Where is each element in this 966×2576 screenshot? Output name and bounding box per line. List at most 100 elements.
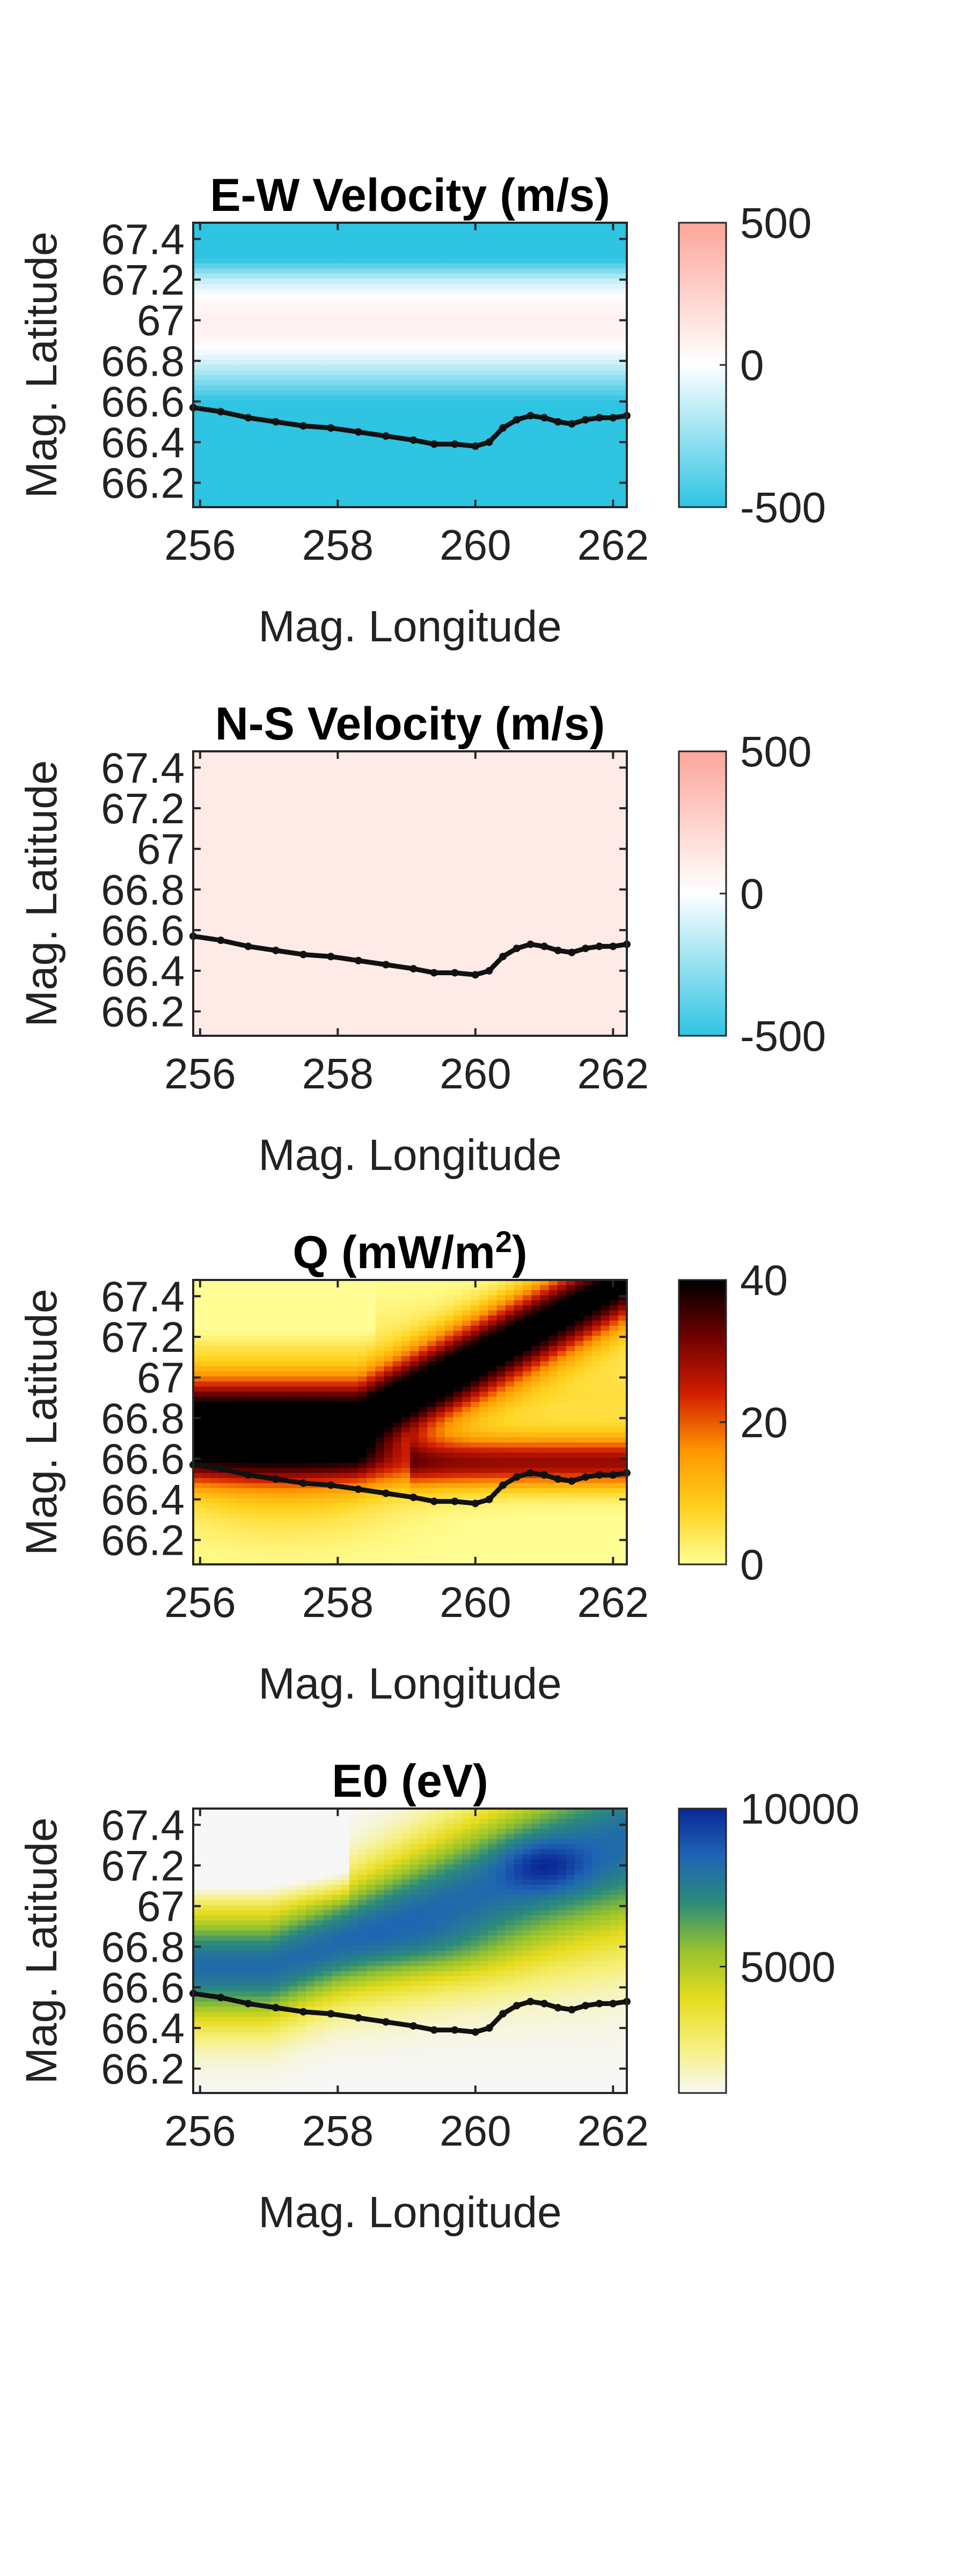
y-tick-label: 66.2 <box>101 988 185 1036</box>
x-tick-label: 262 <box>577 1578 649 1626</box>
boundary-point <box>451 2026 459 2034</box>
boundary-point <box>327 953 335 961</box>
colorbar-tick-label: 5000 <box>740 1943 836 1990</box>
boundary-point <box>568 1477 576 1485</box>
panel-3: Q (mW/m2)256 258 260 26266.266.466.666.8676… <box>17 1225 788 1708</box>
y-tick-label: 66.4 <box>101 2004 185 2052</box>
boundary-point <box>451 1497 459 1505</box>
boundary-point <box>609 414 617 422</box>
heatmap-cells <box>193 751 627 1036</box>
boundary-point <box>485 438 493 446</box>
boundary-point <box>540 414 548 422</box>
boundary-point <box>568 420 576 428</box>
boundary-point <box>354 2014 362 2022</box>
colorbar-tick-label: 20 <box>740 1399 788 1446</box>
colorbar: -500 0 500 <box>678 728 826 1060</box>
boundary-point <box>513 945 521 953</box>
colorbar-tick-label: 40 <box>740 1256 788 1304</box>
y-tick-label: 66.6 <box>101 378 185 426</box>
boundary-point <box>582 2002 589 2010</box>
y-tick-label: 66.8 <box>101 1394 185 1442</box>
x-tick-label: 256 <box>164 1050 236 1097</box>
heatmap-cells <box>193 1280 627 1565</box>
boundary-point <box>471 1499 479 1507</box>
x-tick-label: 260 <box>440 1578 511 1626</box>
x-tick-label: 262 <box>577 1050 649 1097</box>
boundary-point <box>540 1471 548 1479</box>
x-tick-label: 256 <box>164 521 236 569</box>
y-axis-label: Mag. Latitude <box>17 1289 66 1556</box>
x-tick-label: 262 <box>577 521 649 569</box>
y-tick-label: 67 <box>137 825 185 873</box>
boundary-point <box>595 942 603 950</box>
boundary-point <box>244 414 252 422</box>
y-tick-label: 67.2 <box>101 1313 185 1361</box>
boundary-point <box>382 2018 390 2026</box>
y-tick-label: 67 <box>137 1354 185 1402</box>
colorbar-tick-label: -500 <box>740 1012 826 1060</box>
colorbar-tick-label: 10000 <box>740 1785 859 1833</box>
boundary-point <box>217 936 225 945</box>
boundary-point <box>568 948 576 956</box>
x-tick-label: 258 <box>302 1050 374 1097</box>
boundary-point <box>299 422 308 430</box>
boundary-point <box>499 953 507 961</box>
boundary-point <box>595 2000 603 2008</box>
boundary-point <box>354 428 362 436</box>
boundary-point <box>595 414 603 422</box>
boundary-point <box>451 969 459 977</box>
boundary-point <box>540 942 548 950</box>
colorbar-tick-label: 500 <box>740 199 811 247</box>
boundary-point <box>272 418 280 426</box>
y-tick-label: 66.2 <box>101 2045 185 2093</box>
boundary-point <box>471 2028 479 2036</box>
y-tick-label: 66.6 <box>101 1435 185 1483</box>
boundary-point <box>217 1465 225 1473</box>
boundary-point <box>382 961 390 969</box>
y-tick-label: 67.4 <box>101 1272 185 1320</box>
boundary-point <box>217 1994 225 2002</box>
boundary-point <box>409 436 418 444</box>
plot-frame <box>192 750 628 1037</box>
y-tick-label: 67.2 <box>101 785 185 832</box>
boundary-point <box>327 1481 335 1489</box>
boundary-point <box>554 947 562 954</box>
boundary-point <box>554 418 562 426</box>
colorbar-tick-label: 500 <box>740 728 811 775</box>
boundary-point <box>327 424 335 432</box>
boundary-point <box>409 1494 418 1502</box>
boundary-point <box>526 412 535 420</box>
y-tick-label: 66.6 <box>101 1964 185 2011</box>
boundary-point <box>430 2026 438 2034</box>
boundary-point <box>513 1473 521 1481</box>
x-tick-label: 256 <box>164 1578 236 1626</box>
x-tick-label: 258 <box>302 2107 374 2155</box>
boundary-point <box>354 1485 362 1493</box>
x-tick-label: 262 <box>577 2107 649 2155</box>
heatmap-cells <box>193 223 627 508</box>
colorbar-tick-label: 0 <box>740 341 764 389</box>
boundary-point <box>485 967 493 975</box>
x-tick-label: 260 <box>440 2107 511 2155</box>
boundary-point <box>582 945 589 953</box>
boundary-point <box>499 2010 507 2018</box>
boundary-point <box>526 1469 535 1477</box>
y-axis-label: Mag. Latitude <box>17 760 66 1027</box>
panel-title: E0 (eV) <box>332 1755 488 1807</box>
boundary-point <box>382 432 390 440</box>
y-tick-label: 67.2 <box>101 1842 185 1890</box>
boundary-point <box>513 2002 521 2010</box>
boundary-point <box>526 1997 535 2006</box>
x-axis-label: Mag. Longitude <box>258 2188 561 2237</box>
x-tick-label: 256 <box>164 2107 236 2155</box>
y-axis-label: Mag. Latitude <box>17 232 66 499</box>
heatmap-cells <box>193 1809 627 2094</box>
boundary-point <box>430 440 438 448</box>
y-tick-label: 66.4 <box>101 947 185 995</box>
colorbar: 5000 10000 <box>678 1785 859 2094</box>
y-tick-label: 66.8 <box>101 337 185 385</box>
boundary-point <box>382 1489 390 1497</box>
boundary-point <box>272 1475 280 1483</box>
boundary-point <box>244 942 252 950</box>
